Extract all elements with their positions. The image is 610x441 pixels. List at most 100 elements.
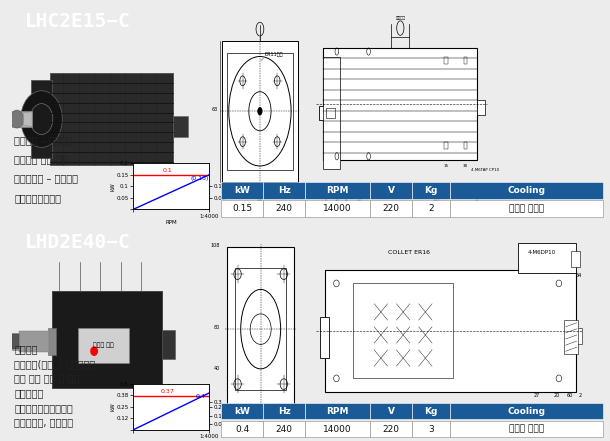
Text: V: V xyxy=(387,407,395,415)
Text: 178: 178 xyxy=(396,190,405,195)
Text: 20: 20 xyxy=(553,393,560,398)
Circle shape xyxy=(21,91,62,147)
Bar xyxy=(222,41,298,182)
Text: kW: kW xyxy=(234,186,250,195)
Bar xyxy=(518,243,576,273)
Text: 27: 27 xyxy=(534,393,540,398)
Bar xyxy=(353,284,453,378)
Text: (0.15): (0.15) xyxy=(191,176,209,181)
Text: 风应直接式, 会有噪音: 风应直接式, 会有噪音 xyxy=(15,417,73,427)
Text: 0.4: 0.4 xyxy=(195,394,205,399)
Text: 178: 178 xyxy=(474,423,484,428)
Text: 30: 30 xyxy=(463,164,468,168)
Text: Kg: Kg xyxy=(425,186,438,195)
Bar xyxy=(264,200,306,217)
Bar xyxy=(306,182,370,199)
Text: 108: 108 xyxy=(210,243,220,248)
Bar xyxy=(78,328,129,363)
Bar xyxy=(221,421,264,437)
Text: RPM: RPM xyxy=(326,407,349,415)
Bar xyxy=(235,268,286,390)
Bar xyxy=(450,200,603,217)
Text: 无冷却装备无噪音: 无冷却装备无噪音 xyxy=(15,193,62,203)
Bar xyxy=(318,106,326,120)
Text: 직선공구(드릴용) 팬직결타입: 직선공구(드릴용) 팬직결타입 xyxy=(15,359,96,369)
Text: 直线工具（钒机专用）: 直线工具（钒机专用） xyxy=(15,403,73,413)
Text: 15: 15 xyxy=(443,164,448,168)
Bar xyxy=(173,116,188,137)
Bar xyxy=(306,403,370,419)
Text: 220: 220 xyxy=(382,204,400,213)
Text: LHD2E40−C: LHD2E40−C xyxy=(24,232,131,252)
Circle shape xyxy=(10,110,24,128)
Text: 238: 238 xyxy=(445,415,454,420)
Bar xyxy=(464,142,467,149)
Text: 14000: 14000 xyxy=(323,204,352,213)
Bar xyxy=(326,108,335,118)
Text: 103: 103 xyxy=(432,198,440,202)
Bar xyxy=(571,251,580,267)
X-axis label: RPM: RPM xyxy=(165,220,177,225)
Bar xyxy=(464,57,467,64)
Text: 스콜레너: 스콜레너 xyxy=(395,16,405,20)
Text: 240: 240 xyxy=(276,204,293,213)
Text: 조각기용: 조각기용 xyxy=(15,344,38,355)
Bar xyxy=(12,334,20,349)
Y-axis label: kW: kW xyxy=(110,403,115,411)
Bar xyxy=(264,403,306,419)
Bar xyxy=(370,403,412,419)
Text: 220: 220 xyxy=(382,425,400,434)
Bar xyxy=(31,80,52,157)
Bar xyxy=(450,182,603,199)
Text: Hz: Hz xyxy=(278,407,291,415)
Text: COLLET ER16: COLLET ER16 xyxy=(388,250,429,254)
Text: 자냉으로 소음 없음: 자냉으로 소음 없음 xyxy=(15,154,68,164)
Bar xyxy=(370,200,412,217)
Text: 27: 27 xyxy=(257,415,264,420)
Bar xyxy=(478,100,485,115)
Bar xyxy=(444,142,448,149)
Polygon shape xyxy=(24,112,32,126)
Text: 0.37: 0.37 xyxy=(160,389,174,394)
Bar xyxy=(12,111,32,127)
Text: 조각기용 – 직선공구: 조각기용 – 직선공구 xyxy=(15,135,73,145)
Text: 40: 40 xyxy=(214,366,220,371)
Bar xyxy=(221,182,264,199)
Text: Hz: Hz xyxy=(278,186,291,195)
Text: 2: 2 xyxy=(579,393,582,398)
Bar xyxy=(412,182,450,199)
Text: 雕刻机专用 – 直线加工: 雕刻机专用 – 直线加工 xyxy=(15,174,78,183)
Bar xyxy=(227,247,294,411)
Bar xyxy=(323,48,478,160)
Text: 40: 40 xyxy=(257,193,263,198)
Text: 80: 80 xyxy=(214,325,220,330)
Bar xyxy=(325,270,576,392)
Text: 4-M6TAP CP10: 4-M6TAP CP10 xyxy=(471,168,499,172)
Text: 17: 17 xyxy=(475,198,480,202)
Text: 58: 58 xyxy=(350,423,356,428)
Circle shape xyxy=(30,104,53,135)
Bar xyxy=(370,421,412,437)
Text: 16: 16 xyxy=(343,198,348,202)
Text: 4-M6DP10: 4-M6DP10 xyxy=(528,250,556,254)
Bar xyxy=(323,57,340,169)
Text: ER11콜릿: ER11콜릿 xyxy=(264,52,283,57)
Text: 공냉식 风冷式: 공냉식 风冷式 xyxy=(509,425,544,434)
Text: 2: 2 xyxy=(428,204,434,213)
Text: Kg: Kg xyxy=(425,407,438,415)
Text: 0.1: 0.1 xyxy=(162,168,172,173)
Bar xyxy=(450,403,603,419)
Bar xyxy=(444,57,448,64)
Text: 0.15: 0.15 xyxy=(232,204,253,213)
Text: 63: 63 xyxy=(212,107,218,112)
Text: 3: 3 xyxy=(428,425,434,434)
Text: 64: 64 xyxy=(576,273,582,278)
Text: RPM: RPM xyxy=(326,186,349,195)
Y-axis label: kW: kW xyxy=(110,182,115,191)
Bar xyxy=(564,320,578,354)
Bar xyxy=(306,200,370,217)
Bar xyxy=(370,182,412,199)
Bar xyxy=(52,292,162,388)
Text: 60: 60 xyxy=(567,393,573,398)
Bar xyxy=(412,200,450,217)
